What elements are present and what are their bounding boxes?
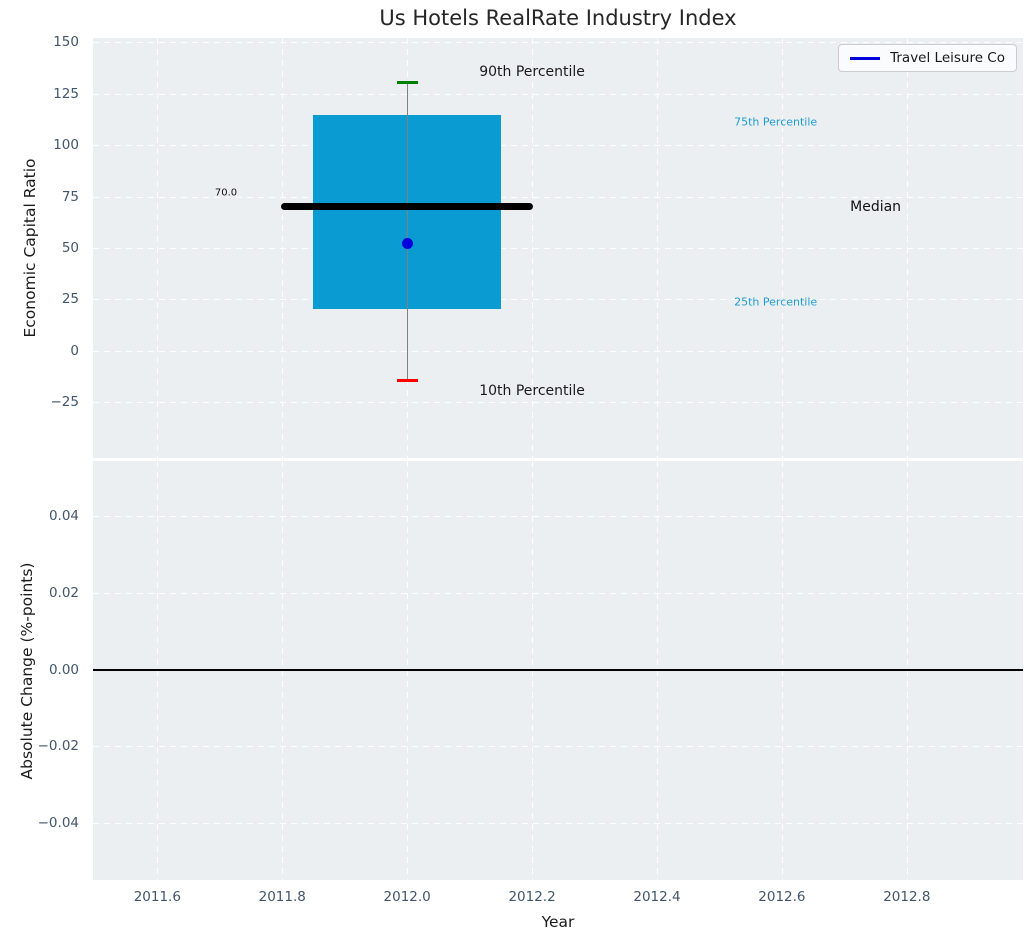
annotation-median: Median	[850, 199, 901, 215]
legend-label: Travel Leisure Co	[890, 50, 1005, 66]
grid-line-y	[93, 42, 1023, 43]
x-tick-label: 2011.6	[134, 889, 181, 905]
company-marker	[402, 238, 413, 249]
y-tick-label: 0	[9, 343, 79, 359]
annotation-70-0: 70.0	[215, 188, 237, 199]
y-tick-label: −25	[9, 394, 79, 410]
x-axis-label: Year	[542, 913, 575, 931]
annotation-90th-percentile: 90th Percentile	[479, 64, 585, 80]
x-tick-label: 2012.4	[633, 889, 680, 905]
annotation-10th-percentile: 10th Percentile	[479, 383, 585, 399]
y-tick-label: 75	[9, 189, 79, 205]
grid-line-y	[93, 145, 1023, 146]
x-tick-label: 2011.8	[259, 889, 306, 905]
grid-line-y	[93, 593, 1023, 594]
grid-line-y	[93, 823, 1023, 824]
y-tick-label: 0.00	[9, 662, 79, 678]
legend: Travel Leisure Co	[838, 44, 1017, 72]
grid-line-y	[93, 402, 1023, 403]
y-tick-label: 150	[9, 34, 79, 50]
plot-area-absolute-change	[93, 461, 1023, 880]
y-tick-label: 0.02	[9, 585, 79, 601]
x-tick-label: 2012.6	[758, 889, 805, 905]
p90-cap	[397, 81, 418, 84]
grid-line-y	[93, 94, 1023, 95]
x-tick-label: 2012.0	[384, 889, 431, 905]
plot-area-economic-capital-ratio: Travel Leisure Co 90th Percentile 75th Pe…	[93, 38, 1023, 458]
grid-line-y	[93, 351, 1023, 352]
y-tick-label: 100	[9, 137, 79, 153]
grid-line-y	[93, 746, 1023, 747]
annotation-75th-percentile: 75th Percentile	[734, 116, 817, 129]
p10-cap	[397, 379, 418, 382]
chart-title: Us Hotels RealRate Industry Index	[379, 6, 736, 30]
figure: Us Hotels RealRate Industry Index Travel…	[0, 0, 1034, 942]
x-tick-label: 2012.2	[508, 889, 555, 905]
legend-line-swatch	[850, 57, 880, 60]
whisker-line	[407, 82, 408, 381]
y-tick-label: 50	[9, 240, 79, 256]
y-tick-label: 25	[9, 291, 79, 307]
grid-line-y	[93, 516, 1023, 517]
y-tick-label: 0.04	[9, 508, 79, 524]
zero-line	[93, 669, 1023, 671]
median-line	[281, 203, 533, 210]
y-tick-label: 125	[9, 86, 79, 102]
y-tick-label: −0.04	[9, 815, 79, 831]
annotation-25th-percentile: 25th Percentile	[734, 295, 817, 308]
grid-line-y	[93, 299, 1023, 300]
x-tick-label: 2012.8	[883, 889, 930, 905]
grid-line-y	[93, 248, 1023, 249]
y-tick-label: −0.02	[9, 738, 79, 754]
